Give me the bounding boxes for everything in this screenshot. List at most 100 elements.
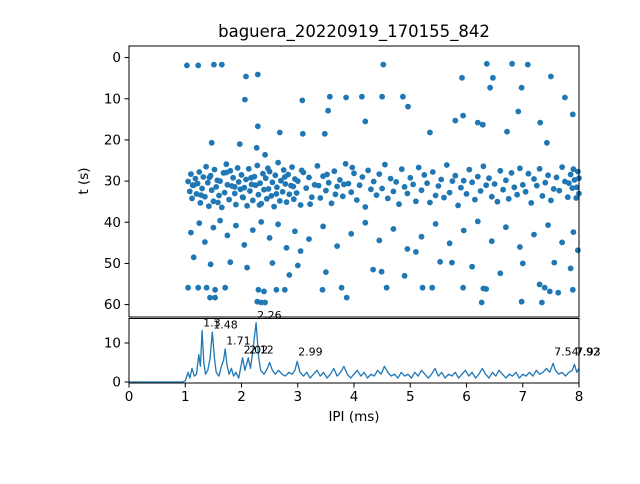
scatter-ytick-label: 50 [104, 256, 121, 272]
scatter-point [224, 181, 231, 188]
scatter-point [437, 258, 443, 265]
scatter-point [281, 174, 288, 180]
scatter-point [233, 222, 239, 229]
scatter-point [541, 284, 548, 291]
peak-annotation: 1.48 [213, 318, 238, 331]
scatter-ytick-label: 0 [112, 50, 121, 66]
peak-annotation: 1.71 [226, 334, 251, 347]
scatter-point [500, 186, 506, 193]
scatter-point [353, 197, 360, 203]
histogram-xtick-label: 2 [237, 389, 246, 405]
histogram-xtick-label: 4 [350, 389, 359, 405]
scatter-point [573, 184, 580, 191]
scatter-point [419, 284, 426, 291]
scatter-point [380, 61, 387, 68]
scatter-point [474, 119, 481, 126]
scatter-point [254, 123, 261, 130]
scatter-point [234, 165, 241, 171]
scatter-point [539, 299, 545, 306]
scatter-point [202, 239, 208, 245]
scatter-point [559, 164, 565, 171]
scatter-point [517, 165, 523, 172]
scatter-point [230, 174, 237, 181]
scatter-plot: 0 10 20 30 40 50 60 t (s) [76, 45, 582, 318]
histogram-xtick-label: 3 [293, 389, 302, 405]
scatter-ytick-label: 60 [104, 297, 121, 313]
scatter-point [474, 173, 481, 180]
scatter-point [365, 167, 371, 174]
scatter-point [243, 176, 249, 183]
scatter-point [199, 185, 206, 192]
scatter-point [204, 179, 211, 186]
scatter-point [505, 195, 512, 202]
scatter-point [370, 178, 377, 185]
histogram-y-axis: 0 10 [104, 336, 129, 391]
scatter-point [196, 220, 203, 227]
scatter-point [276, 198, 283, 204]
scatter-point [324, 171, 330, 178]
scatter-ytick-label: 40 [104, 215, 121, 231]
scatter-point [252, 182, 259, 189]
scatter-point [208, 187, 215, 194]
peak-annotation: 7.93 [576, 346, 601, 359]
scatter-point [320, 223, 326, 230]
scatter-point [218, 204, 225, 211]
scatter-point [343, 294, 350, 301]
scatter-point [459, 74, 465, 81]
chart-title: baguera_20220919_170155_842 [218, 22, 490, 42]
scatter-point [290, 196, 297, 203]
scatter-point [343, 94, 349, 101]
histogram-x-axis: 0 1 2 3 4 5 6 7 8 [125, 383, 583, 405]
scatter-point [273, 191, 280, 197]
scatter-point [198, 192, 204, 199]
scatter-point [244, 264, 251, 271]
scatter-point [531, 231, 537, 238]
scatter-point [438, 176, 445, 183]
scatter-point [539, 193, 546, 199]
scatter-point [351, 170, 357, 177]
scatter-point [379, 185, 385, 192]
scatter-point [241, 184, 248, 191]
scatter-point [235, 179, 242, 185]
scatter-point [458, 184, 464, 191]
scatter-point [449, 178, 456, 185]
scatter-point [345, 180, 352, 187]
scatter-y-axis: 0 10 20 30 40 50 60 [104, 50, 129, 313]
scatter-point [570, 229, 577, 236]
scatter-point [544, 139, 550, 146]
scatter-point [382, 161, 388, 168]
scatter-point [184, 62, 190, 69]
scatter-point [257, 180, 263, 187]
scatter-point [497, 167, 504, 174]
scatter-point [517, 244, 523, 250]
scatter-point [325, 179, 332, 186]
scatter-point [283, 244, 290, 251]
scatter-point [200, 174, 207, 180]
scatter-point [226, 196, 233, 203]
scatter-point [249, 227, 256, 234]
scatter-point [275, 221, 281, 228]
scatter-point [282, 181, 289, 187]
scatter-point [328, 200, 335, 207]
scatter-point [193, 191, 200, 197]
scatter-point [212, 286, 219, 293]
scatter-point [569, 286, 576, 293]
scatter-point [509, 60, 515, 67]
peak-annotation: 7.92 [576, 346, 601, 359]
scatter-ytick-label: 30 [104, 174, 121, 190]
scatter-point [238, 172, 245, 178]
scatter-point [396, 201, 402, 208]
scatter-point [244, 202, 251, 209]
scatter-point [566, 180, 572, 187]
scatter-point [514, 191, 520, 198]
scatter-point [306, 174, 312, 181]
scatter-point [494, 198, 501, 205]
scatter-point [222, 284, 229, 291]
scatter-point [368, 186, 374, 193]
scatter-point [390, 188, 397, 195]
scatter-point [195, 62, 202, 69]
scatter-point [280, 167, 287, 173]
scatter-point [480, 163, 487, 170]
scatter-point [286, 272, 293, 278]
